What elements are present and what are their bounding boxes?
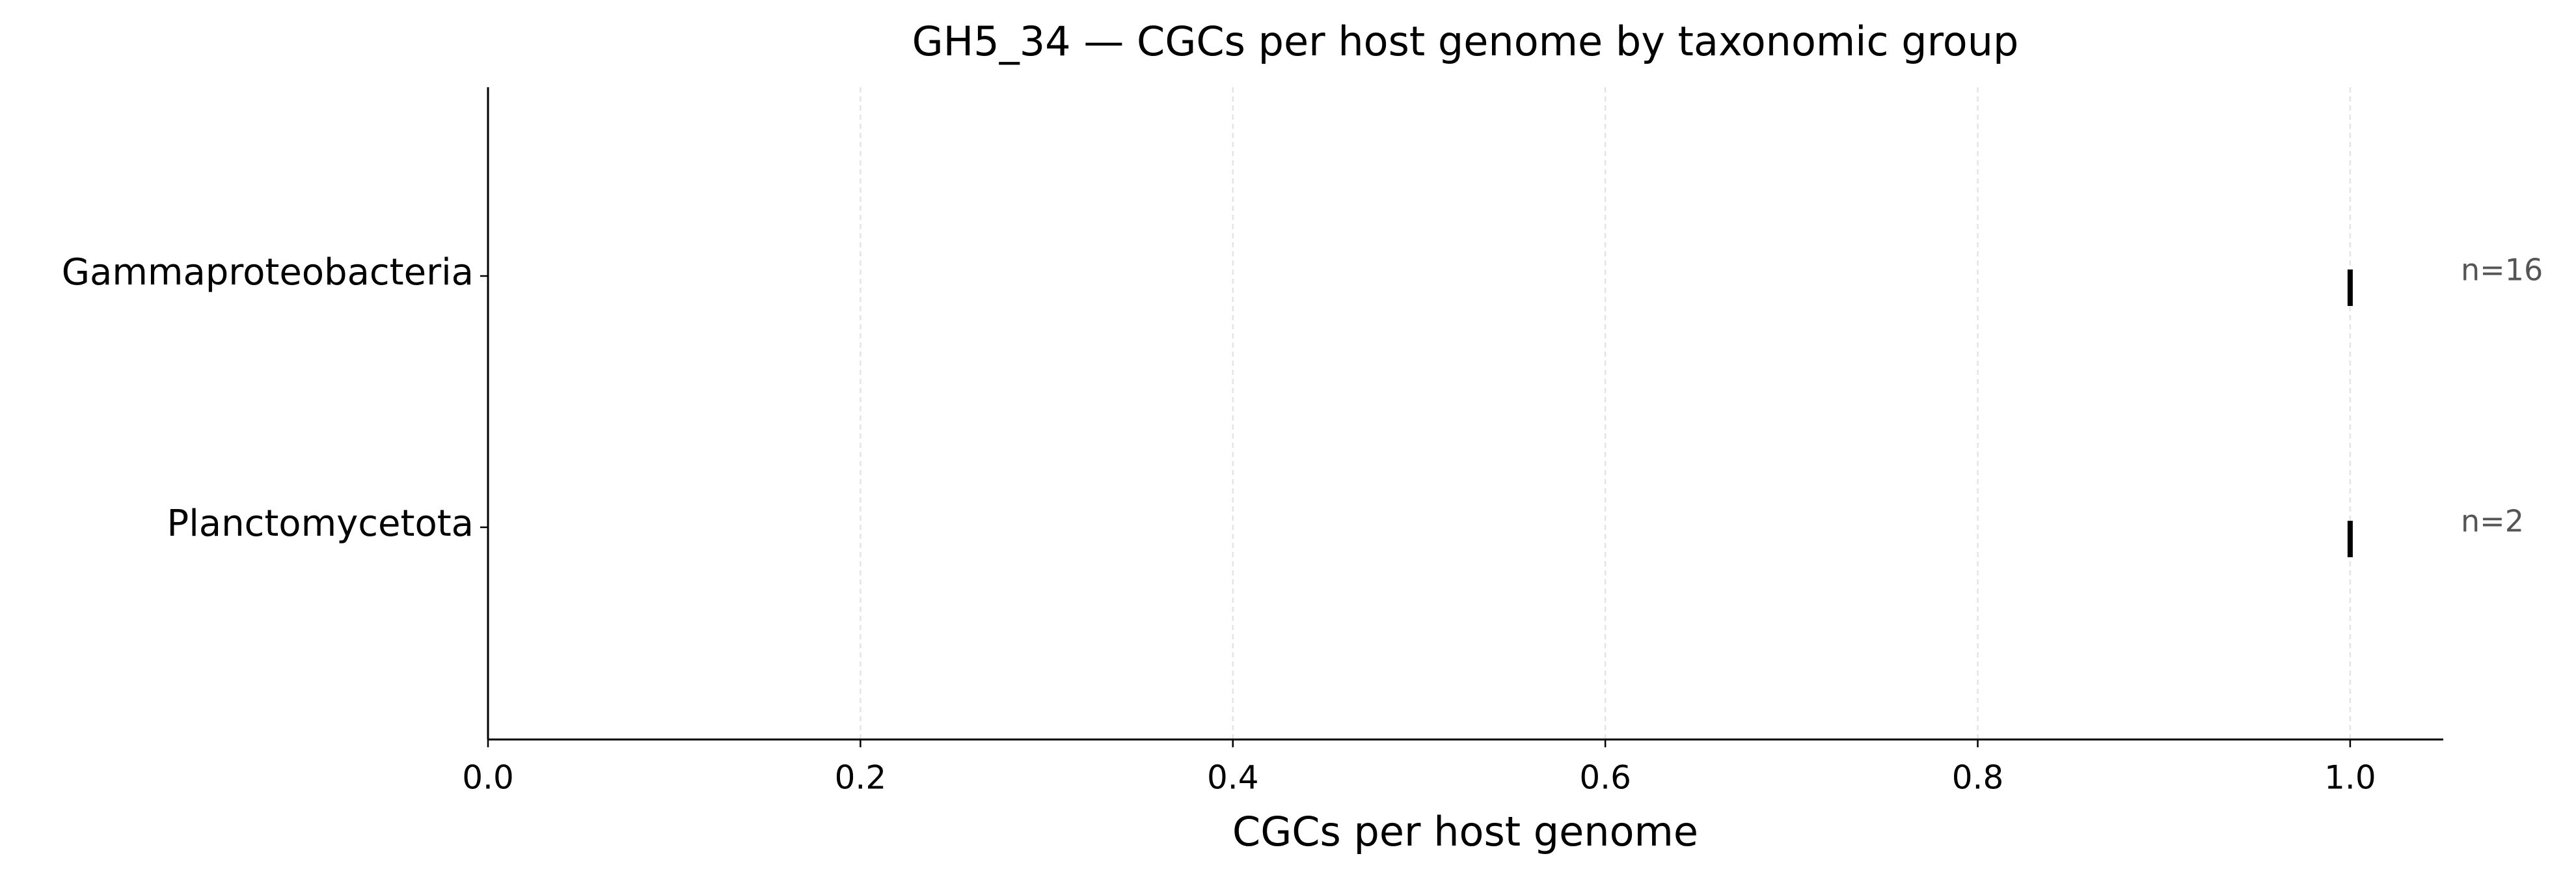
y-tick-label: Gammaproteobacteria xyxy=(62,251,474,294)
annotation: n=16 xyxy=(2461,253,2543,288)
x-tick-label: 0.2 xyxy=(835,759,887,797)
x-tick-label: 0.4 xyxy=(1207,759,1259,797)
x-axis-label: CGCs per host genome xyxy=(1232,808,1698,855)
x-tick-label: 0.6 xyxy=(1579,759,1631,797)
x-tick-label: 0.8 xyxy=(1952,759,2004,797)
x-tick-label: 0.0 xyxy=(462,759,514,797)
x-tick-label: 1.0 xyxy=(2324,759,2376,797)
chart-title: GH5_34 — CGCs per host genome by taxonom… xyxy=(912,18,2019,65)
annotation: n=2 xyxy=(2461,504,2524,539)
y-tick-label: Planctomycetota xyxy=(167,503,474,545)
